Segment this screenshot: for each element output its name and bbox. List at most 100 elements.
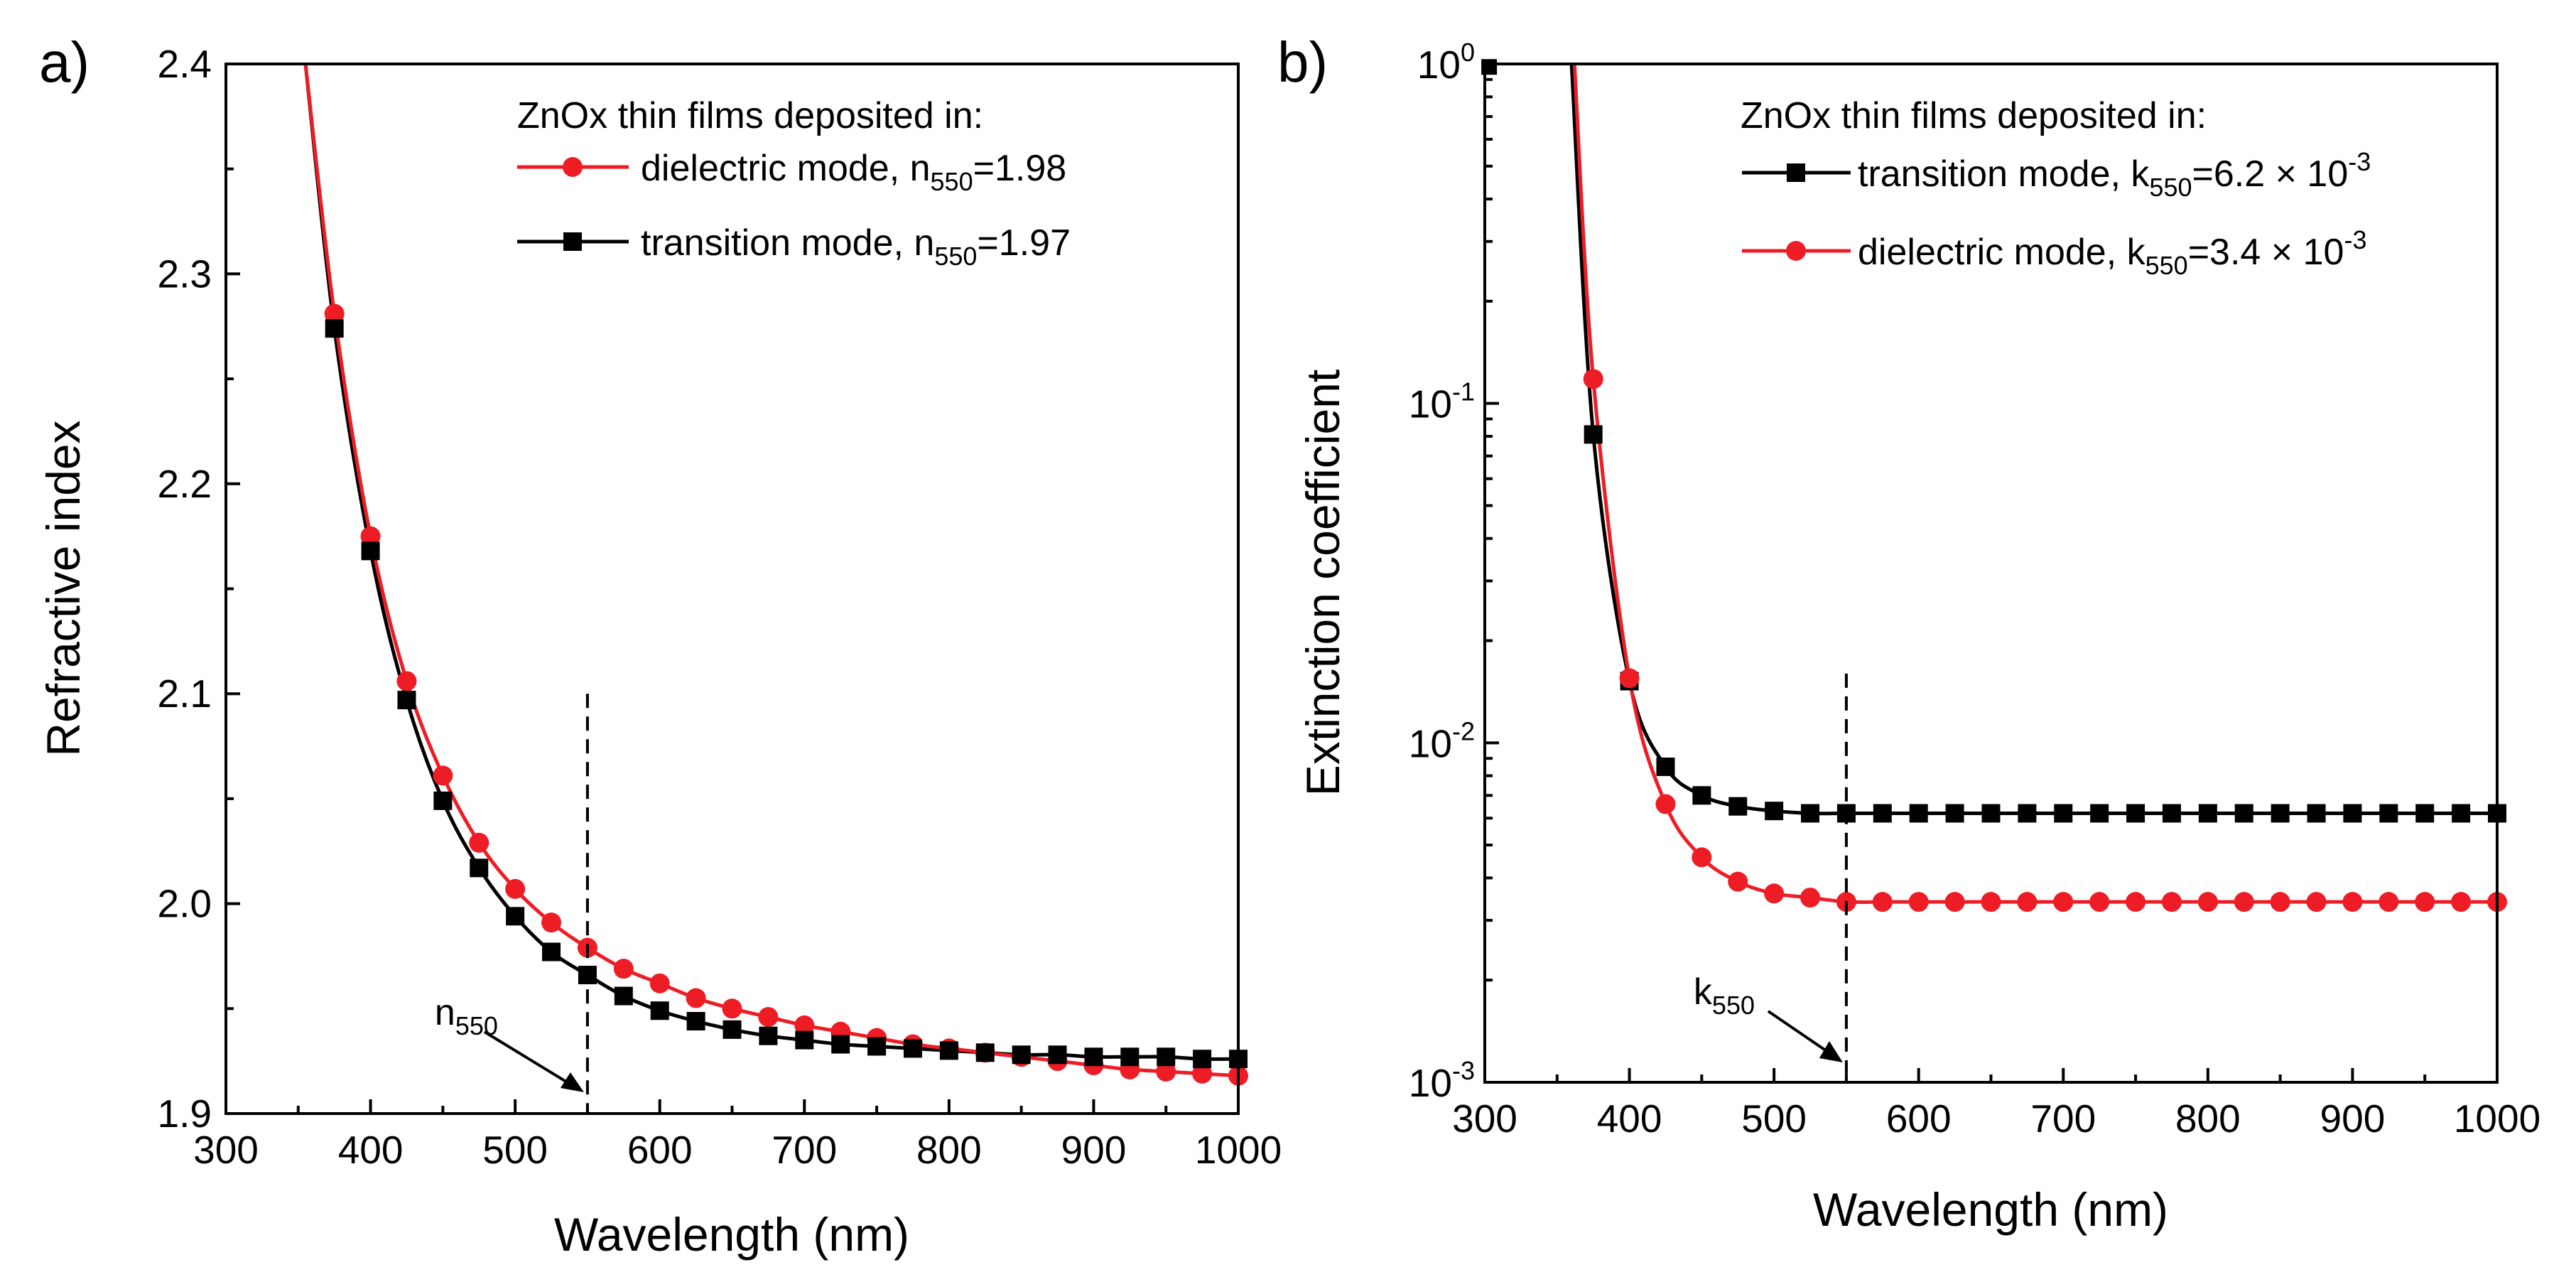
panel-a-y-tick-label: 2.1 bbox=[158, 672, 212, 716]
panel-b-point-transition-mode bbox=[2234, 804, 2253, 823]
panel-a-y-axis-label: Refractive index bbox=[37, 420, 90, 756]
panel-a-legend-marker-transition bbox=[563, 232, 582, 251]
panel-b-point-transition-mode bbox=[1945, 804, 1964, 823]
panel-a-legend-title: ZnOx thin films deposited in: bbox=[517, 95, 983, 136]
panel-b-x-tick-label: 800 bbox=[2175, 1097, 2241, 1141]
panel-a-ticks: 300 400 500 600 700 800 900 1000 1.9 2.0 2.1 2.2 2.3… bbox=[158, 42, 1282, 1172]
panel-a-point-transition-mode bbox=[397, 691, 416, 710]
panel-a-x-tick-label: 500 bbox=[482, 1128, 548, 1172]
panel-b-point-transition-mode bbox=[2198, 804, 2217, 823]
panel-b-x-axis-label: Wavelength (nm) bbox=[1813, 1183, 2168, 1236]
panel-b-x-tick-label: 600 bbox=[1886, 1097, 1952, 1141]
panel-b-point-transition-mode bbox=[2452, 804, 2471, 823]
panel-b-point-dielectric-mode bbox=[1872, 892, 1893, 912]
panel-a-arrowhead bbox=[560, 1072, 584, 1092]
panel-b-point-dielectric-mode bbox=[1728, 871, 1748, 892]
panel-a-point-transition-mode bbox=[1193, 1050, 1212, 1069]
panel-b-legend: ZnOx thin films deposited in: transition… bbox=[1741, 95, 2371, 280]
panel-a-point-transition-mode bbox=[325, 319, 344, 338]
panel-b-point-dielectric-mode bbox=[1619, 668, 1640, 689]
panel-a-line-transition-mode bbox=[303, 63, 1239, 1061]
panel-b-point-transition-mode bbox=[2307, 804, 2326, 823]
panel-a-label: a) bbox=[39, 31, 90, 94]
panel-a-x-tick-label: 400 bbox=[338, 1128, 404, 1172]
panel-b-point-dielectric-mode bbox=[2161, 892, 2182, 912]
panel-b-y-tick-label: 10-2 bbox=[1409, 716, 1475, 765]
panel-b-plot-frame bbox=[1483, 63, 2499, 1084]
panel-b-legend-marker-dielectric bbox=[1786, 241, 1806, 261]
panel-b-point-transition-mode bbox=[1656, 758, 1675, 777]
panel-b-point-dielectric-mode bbox=[2379, 892, 2399, 912]
panel-a-x-tick-label: 600 bbox=[627, 1128, 693, 1172]
panel-a-legend-label-dielectric: dielectric mode, n550=1.98 bbox=[641, 148, 1066, 196]
panel-b-extinction-coefficient: b) 300 400 500 600 700 800 900 1000 100 10-1 10-2 1… bbox=[1277, 31, 2540, 1236]
panel-a-wavelength-marker: n550 bbox=[435, 694, 589, 1114]
panel-b-wavelength-marker: k550 bbox=[1694, 673, 1848, 1082]
panel-b-y-tick-label: 10-3 bbox=[1409, 1056, 1475, 1105]
panel-b-x-tick-label: 700 bbox=[2030, 1097, 2096, 1141]
panel-b-point-transition-mode bbox=[1584, 425, 1603, 444]
panel-b-x-tick-label: 900 bbox=[2320, 1097, 2386, 1141]
panel-a-x-tick-label: 700 bbox=[772, 1128, 837, 1172]
panel-a-point-transition-mode bbox=[795, 1030, 814, 1050]
panel-a-n550-label: n550 bbox=[435, 992, 498, 1040]
panel-a-point-transition-mode bbox=[1157, 1047, 1176, 1067]
panel-a-point-dielectric-mode bbox=[649, 973, 670, 993]
panel-a-point-dielectric-mode bbox=[722, 998, 742, 1019]
panel-b-point-dielectric-mode bbox=[1692, 847, 1712, 868]
panel-a-point-dielectric-mode bbox=[758, 1007, 779, 1028]
panel-a-point-transition-mode bbox=[433, 791, 453, 810]
panel-a-x-tick-label: 1000 bbox=[1195, 1128, 1282, 1172]
panel-b-point-transition-mode bbox=[2415, 804, 2435, 823]
panel-b-point-dielectric-mode bbox=[1583, 369, 1603, 389]
panel-b-point-transition-mode bbox=[2379, 804, 2398, 823]
panel-a-point-dielectric-mode bbox=[794, 1015, 815, 1035]
panel-b-legend-label-dielectric: dielectric mode, k550=3.4 × 10-3 bbox=[1858, 225, 2366, 280]
panel-b-point-transition-mode bbox=[1801, 804, 1820, 823]
panel-a-x-axis-label: Wavelength (nm) bbox=[554, 1208, 909, 1261]
panel-a-line-dielectric-mode bbox=[303, 63, 1239, 1078]
panel-a-point-transition-mode bbox=[470, 858, 489, 878]
panel-a-point-transition-mode bbox=[686, 1012, 705, 1031]
panel-a-plot-frame bbox=[224, 63, 1240, 1115]
panel-b-point-transition-mode bbox=[2090, 804, 2109, 823]
panel-a-refractive-index: a) 300 400 500 600 700 800 900 1000 1.9 2.0 2.1 2.2… bbox=[37, 31, 1282, 1261]
panel-a-point-transition-mode bbox=[650, 1001, 669, 1020]
panel-b-point-dielectric-mode bbox=[2053, 892, 2074, 912]
panel-b-point-dielectric-mode bbox=[2306, 892, 2327, 912]
panel-a-x-tick-label: 900 bbox=[1061, 1128, 1127, 1172]
panel-b-point-transition-mode bbox=[2126, 804, 2145, 823]
panel-a-x-tick-label: 800 bbox=[916, 1128, 982, 1172]
panel-a-point-dielectric-mode bbox=[613, 959, 634, 979]
panel-b-point-dielectric-mode bbox=[2270, 892, 2290, 912]
panel-a-point-dielectric-mode bbox=[686, 988, 706, 1008]
panel-a-point-dielectric-mode bbox=[433, 765, 453, 786]
panel-b-point-transition-mode bbox=[2343, 804, 2362, 823]
panel-a-point-dielectric-mode bbox=[505, 878, 526, 899]
panel-b-markers bbox=[1481, 59, 2507, 912]
panel-a-y-tick-label: 2.0 bbox=[158, 882, 212, 926]
panel-a-point-transition-mode bbox=[1048, 1045, 1067, 1065]
panel-b-point-dielectric-mode bbox=[1981, 892, 2001, 912]
panel-b-point-dielectric-mode bbox=[2342, 892, 2363, 912]
panel-a-point-transition-mode bbox=[759, 1026, 778, 1045]
panel-b-point-transition-mode bbox=[1981, 804, 2001, 823]
panel-a-point-dielectric-mode bbox=[1156, 1061, 1176, 1082]
panel-a-point-dielectric-mode bbox=[1192, 1063, 1213, 1084]
panel-b-point-transition-mode bbox=[1765, 802, 1784, 821]
panel-b-y-tick-label: 10-1 bbox=[1409, 377, 1475, 426]
panel-a-point-dielectric-mode bbox=[469, 832, 489, 853]
panel-a-point-transition-mode bbox=[506, 907, 525, 926]
panel-a-point-transition-mode bbox=[542, 942, 561, 961]
panel-b-point-dielectric-mode bbox=[2197, 892, 2218, 912]
panel-b-point-dielectric-mode bbox=[2089, 892, 2110, 912]
panel-a-point-transition-mode bbox=[361, 541, 380, 561]
panel-b-point-transition-mode bbox=[2162, 804, 2181, 823]
panel-a-point-transition-mode bbox=[1084, 1047, 1103, 1067]
panel-b-x-tick-label: 1000 bbox=[2454, 1097, 2540, 1141]
panel-b-point-dielectric-mode bbox=[2415, 892, 2435, 912]
panel-b-point-dielectric-mode bbox=[1655, 794, 1676, 814]
panel-b-point-dielectric-mode bbox=[2451, 892, 2472, 912]
panel-a-point-dielectric-mode bbox=[396, 671, 417, 691]
